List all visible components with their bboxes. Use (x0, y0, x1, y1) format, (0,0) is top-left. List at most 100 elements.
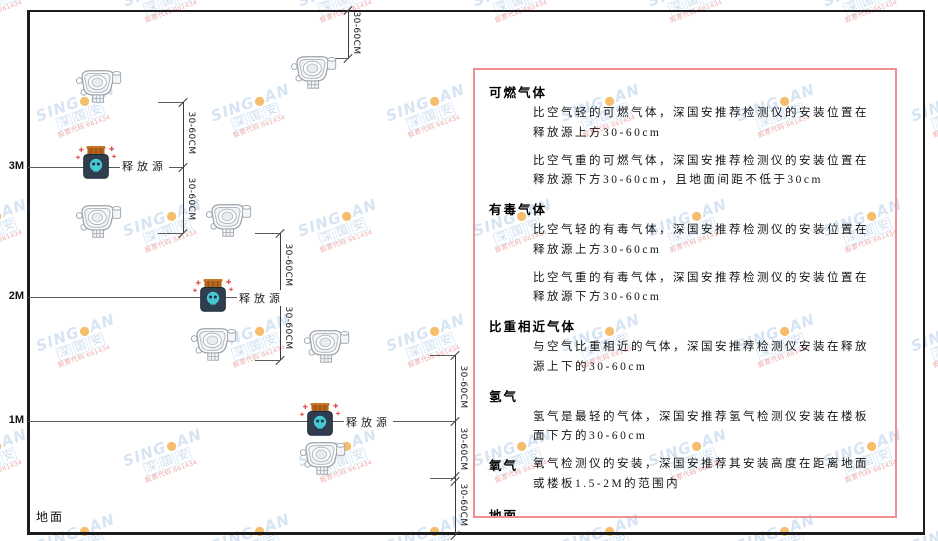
watermark-brand-text: SING●AN (120, 425, 205, 471)
watermark-company-text: 深国安 (390, 98, 472, 137)
watermark-code-text: 股票代码:661434 (844, 0, 899, 25)
watermark-code-text: 股票代码:661434 (669, 0, 724, 25)
section-paragraph: 比空气重的可燃气体，深国安推荐检测仪的安装位置在释放源下方30-60cm，且地面… (533, 154, 869, 187)
release-source-icon (299, 402, 341, 436)
watermark-dot-icon: ● (252, 91, 268, 109)
dimension-extension (158, 233, 183, 234)
section-flammable-gas: 可燃气体 比空气轻的可燃气体，深国安推荐检测仪的安装位置在释放源上方30-60c… (489, 82, 881, 191)
section-paragraph: 氢气是最轻的气体，深国安推荐氢气检测仪安装在楼板面下方的30-60cm (533, 410, 869, 443)
watermark-company-text: 深国安 (40, 328, 122, 367)
watermark-dot-icon: ● (427, 521, 443, 539)
section-oxygen: 氧气 氧气检测仪的安装，深国安推荐其安装高度在距离地面或楼板1.5-2M的范围内 (489, 455, 881, 495)
release-source-icon (75, 145, 117, 179)
watermark-brand-text: SING●AN (208, 80, 293, 126)
section-similar-density-gas: 比重相近气体 与空气比重相近的气体，深国安推荐检测仪安装在释放源上下的30-60… (489, 316, 881, 378)
watermark-code-text: 股票代码:661434 (494, 0, 549, 25)
dimension-extension (158, 102, 183, 103)
watermark-dot-icon: ● (427, 91, 443, 109)
gas-detector-icon (75, 205, 122, 238)
height-label-2m: 2M (8, 290, 24, 302)
section-title: 氧气 (489, 459, 519, 474)
watermark-dot-icon: ● (252, 521, 268, 539)
gas-detector-icon (75, 70, 122, 103)
watermark-brand-text: SING●AN (0, 425, 30, 470)
watermark-dot-icon: ● (77, 521, 93, 539)
watermark-company-text: 深国安 (302, 213, 384, 252)
section-paragraph: 氧气检测仪的安装，深国安推荐其安装高度在距离地面或楼板1.5-2M的范围内 (533, 458, 869, 490)
section-ground: 地面 检测仪地面间距，深国安推荐在30-60cm，且不得小于30cm，因为过低容… (489, 505, 881, 518)
dimension-extension (255, 233, 280, 234)
watermark-brand-text: SING●AN (383, 80, 468, 126)
watermark-code-text: 股票代码:661434 (407, 114, 462, 140)
dimension-label: 30-60CM (458, 483, 468, 527)
watermark-brand-text: SING●AN (33, 310, 118, 356)
section-paragraph: 与空气比重相近的气体，深国安推荐检测仪安装在释放源上下的30-60cm (533, 341, 869, 373)
watermark-dot-icon: ● (602, 521, 618, 539)
watermark-brand-text: SING●AN (120, 0, 204, 10)
watermark-code-text: 股票代码:661434 (57, 344, 112, 370)
watermark-dot-icon: ● (164, 206, 180, 224)
watermark-brand-text: SING●AN (645, 0, 729, 10)
watermark-dot-icon: ● (164, 436, 180, 454)
watermark-code-text: 股票代码:661434 (0, 459, 24, 485)
dimension-line (348, 10, 349, 58)
watermark-dot-icon: ● (0, 206, 5, 224)
watermark-brand-text: SING●AN (820, 0, 904, 10)
level-line-2m (28, 297, 280, 298)
watermark-dot-icon: ● (252, 321, 268, 339)
section-paragraph: 比空气重的有毒气体，深国安推荐检测仪的安装位置在释放源下方30-60cm (533, 271, 869, 304)
watermark-company-text: 深国安 (215, 98, 297, 137)
section-title: 可燃气体 (489, 86, 548, 100)
watermark-dot-icon: ● (777, 521, 793, 539)
section-title: 有毒气体 (489, 203, 548, 218)
watermark-code-text: 股票代码:661434 (0, 229, 24, 255)
ground-line (28, 532, 925, 535)
dimension-label: 30-60CM (283, 306, 293, 350)
watermark-code-text: 股票代码:661434 (232, 114, 287, 140)
ceiling-line (28, 10, 925, 12)
dimension-label: 30-60CM (186, 177, 196, 221)
watermark-dot-icon: ● (427, 321, 443, 339)
section-hydrogen: 氢气 氢气是最轻的气体，深国安推荐氢气检测仪安装在楼板面下方的30-60cm (489, 386, 881, 448)
section-title: 比重相近气体 (489, 320, 577, 335)
dimension-label: 30-60CM (283, 243, 293, 287)
section-paragraph: 比空气轻的可燃气体，深国安推荐检测仪的安装位置在释放源上方30-60cm (533, 107, 869, 139)
gas-detector-icon (303, 330, 350, 363)
watermark-company-text: 深国安 (915, 98, 938, 137)
watermark-code-text: 股票代码:661434 (319, 229, 374, 255)
release-source-icon (192, 278, 234, 312)
release-source-label: 释放源 (237, 290, 286, 306)
section-title: 地面 (489, 508, 519, 518)
right-border-line (923, 10, 925, 535)
watermark-dot-icon: ● (339, 206, 355, 224)
section-paragraph: 比空气轻的有毒气体，深国安推荐检测仪的安装位置在释放源上方30-60cm (533, 224, 869, 256)
dimension-line (455, 355, 456, 535)
watermark-code-text: 股票代码:661434 (307, 0, 387, 30)
watermark-company-text: 深国安 (127, 443, 209, 482)
dimension-extension (430, 355, 455, 356)
gas-detector-icon (290, 56, 337, 89)
level-line-1m (28, 421, 455, 422)
watermark-brand-text: SING●AN (0, 0, 29, 10)
section-title: 氢气 (489, 389, 519, 404)
height-label-1m: 1M (8, 414, 24, 426)
watermark-brand-text: SING●AN (208, 510, 293, 541)
gas-detector-icon (205, 204, 252, 237)
gas-detector-icon (190, 328, 237, 361)
section-toxic-gas: 有毒气体 比空气轻的有毒气体，深国安推荐检测仪的安装位置在释放源上方30-60c… (489, 199, 881, 308)
installation-guide-panel: 可燃气体 比空气轻的可燃气体，深国安推荐检测仪的安装位置在释放源上方30-60c… (473, 68, 897, 518)
